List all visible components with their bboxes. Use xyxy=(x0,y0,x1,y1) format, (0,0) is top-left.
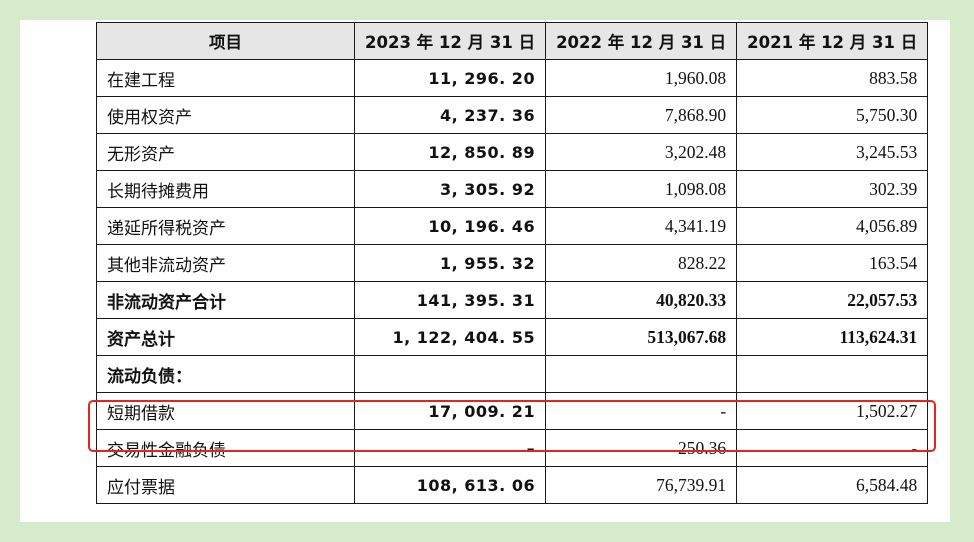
value-2021: 883.58 xyxy=(736,59,929,97)
value-2022: - xyxy=(545,392,738,430)
value-2021: 5,750.30 xyxy=(736,96,929,134)
row-label: 应付票据 xyxy=(96,466,355,504)
value-2021: 4,056.89 xyxy=(736,207,929,245)
table-row: 长期待摊费用 3, 305. 92 1,098.08 302.39 xyxy=(96,170,929,208)
value-2021: 302.39 xyxy=(736,170,929,208)
row-label: 无形资产 xyxy=(96,133,355,171)
row-label: 交易性金融负债 xyxy=(96,429,355,467)
table-row-subtotal: 非流动资产合计 141, 395. 31 40,820.33 22,057.53 xyxy=(96,281,929,319)
value-2023: – xyxy=(353,429,547,467)
value-2022: 76,739.91 xyxy=(545,466,738,504)
value-2023: 1, 122, 404. 55 xyxy=(353,318,547,356)
header-item: 项目 xyxy=(96,22,355,60)
table-row-total: 资产总计 1, 122, 404. 55 513,067.68 113,624.… xyxy=(96,318,929,356)
value-2023: 3, 305. 92 xyxy=(353,170,547,208)
value-2021: - xyxy=(736,429,929,467)
value-2022: 828.22 xyxy=(545,244,738,282)
table-row: 应付票据 108, 613. 06 76,739.91 6,584.48 xyxy=(96,466,929,504)
table-row: 递延所得税资产 10, 196. 46 4,341.19 4,056.89 xyxy=(96,207,929,245)
value-2022: 3,202.48 xyxy=(545,133,738,171)
value-2023: 108, 613. 06 xyxy=(353,466,547,504)
header-2022: 2022 年 12 月 31 日 xyxy=(545,22,738,60)
header-2021: 2021 年 12 月 31 日 xyxy=(736,22,929,60)
value-2021: 1,502.27 xyxy=(736,392,929,430)
value-2022: 1,960.08 xyxy=(545,59,738,97)
value-2021: 6,584.48 xyxy=(736,466,929,504)
document-page: 项目 2023 年 12 月 31 日 2022 年 12 月 31 日 202… xyxy=(20,20,950,522)
value-2021: 163.54 xyxy=(736,244,929,282)
balance-sheet-table: 项目 2023 年 12 月 31 日 2022 年 12 月 31 日 202… xyxy=(96,22,929,504)
header-2023: 2023 年 12 月 31 日 xyxy=(353,22,547,60)
row-label: 使用权资产 xyxy=(96,96,355,134)
value-2022: 1,098.08 xyxy=(545,170,738,208)
row-label: 长期待摊费用 xyxy=(96,170,355,208)
table-row: 无形资产 12, 850. 89 3,202.48 3,245.53 xyxy=(96,133,929,171)
table-header-row: 项目 2023 年 12 月 31 日 2022 年 12 月 31 日 202… xyxy=(96,22,929,60)
row-label: 其他非流动资产 xyxy=(96,244,355,282)
value-2022: 7,868.90 xyxy=(545,96,738,134)
section-label: 流动负债： xyxy=(96,355,355,393)
value-2022: 250.36 xyxy=(545,429,738,467)
value-2021: 113,624.31 xyxy=(736,318,929,356)
table-row: 使用权资产 4, 237. 36 7,868.90 5,750.30 xyxy=(96,96,929,134)
value-2023: 17, 009. 21 xyxy=(353,392,547,430)
table-section-header: 流动负债： xyxy=(96,355,929,393)
value-2021: 3,245.53 xyxy=(736,133,929,171)
value-2022 xyxy=(545,355,738,393)
row-label: 在建工程 xyxy=(96,59,355,97)
table-row: 交易性金融负债 – 250.36 - xyxy=(96,429,929,467)
row-label: 短期借款 xyxy=(96,392,355,430)
value-2023: 11, 296. 20 xyxy=(353,59,547,97)
table-row: 其他非流动资产 1, 955. 32 828.22 163.54 xyxy=(96,244,929,282)
table-row-highlighted: 短期借款 17, 009. 21 - 1,502.27 xyxy=(96,392,929,430)
table-row: 在建工程 11, 296. 20 1,960.08 883.58 xyxy=(96,59,929,97)
row-label: 递延所得税资产 xyxy=(96,207,355,245)
value-2023 xyxy=(353,355,547,393)
value-2023: 10, 196. 46 xyxy=(353,207,547,245)
value-2021: 22,057.53 xyxy=(736,281,929,319)
row-label: 资产总计 xyxy=(96,318,355,356)
value-2021 xyxy=(736,355,929,393)
value-2022: 513,067.68 xyxy=(545,318,738,356)
value-2023: 1, 955. 32 xyxy=(353,244,547,282)
value-2023: 12, 850. 89 xyxy=(353,133,547,171)
value-2023: 4, 237. 36 xyxy=(353,96,547,134)
value-2023: 141, 395. 31 xyxy=(353,281,547,319)
row-label: 非流动资产合计 xyxy=(96,281,355,319)
value-2022: 40,820.33 xyxy=(545,281,738,319)
value-2022: 4,341.19 xyxy=(545,207,738,245)
